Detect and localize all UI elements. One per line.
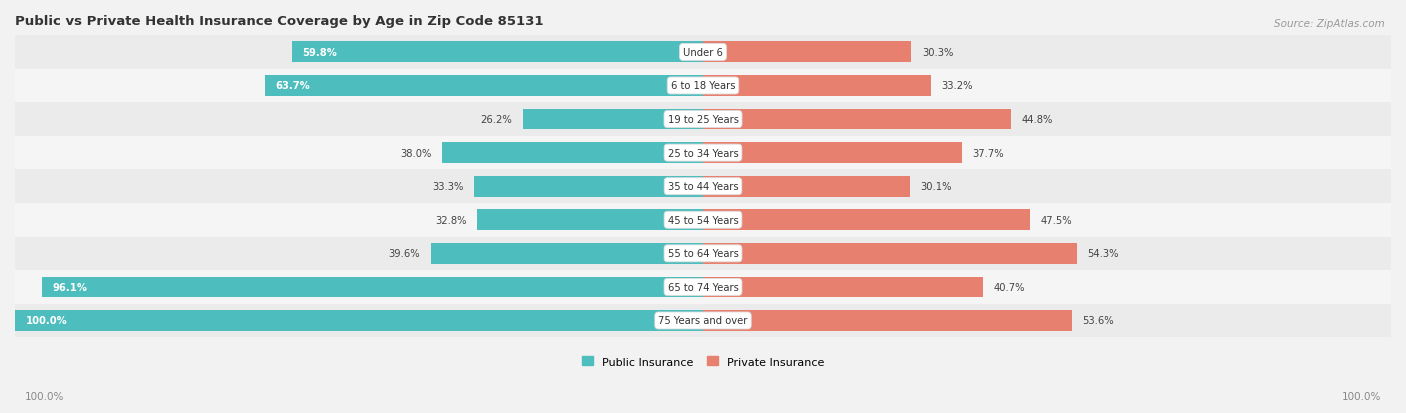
Text: Public vs Private Health Insurance Coverage by Age in Zip Code 85131: Public vs Private Health Insurance Cover… — [15, 15, 544, 28]
FancyBboxPatch shape — [703, 277, 983, 298]
Text: 32.8%: 32.8% — [436, 215, 467, 225]
FancyBboxPatch shape — [15, 310, 703, 331]
Legend: Public Insurance, Private Insurance: Public Insurance, Private Insurance — [578, 352, 828, 371]
Text: 26.2%: 26.2% — [481, 115, 512, 125]
FancyBboxPatch shape — [291, 43, 703, 63]
Text: 25 to 34 Years: 25 to 34 Years — [668, 148, 738, 158]
Text: 100.0%: 100.0% — [25, 316, 67, 326]
FancyBboxPatch shape — [15, 237, 1391, 271]
Text: 19 to 25 Years: 19 to 25 Years — [668, 115, 738, 125]
FancyBboxPatch shape — [15, 304, 1391, 337]
Text: 33.2%: 33.2% — [942, 81, 973, 91]
Text: 100.0%: 100.0% — [25, 391, 65, 401]
FancyBboxPatch shape — [15, 137, 1391, 170]
FancyBboxPatch shape — [523, 109, 703, 130]
Text: 45 to 54 Years: 45 to 54 Years — [668, 215, 738, 225]
Text: 65 to 74 Years: 65 to 74 Years — [668, 282, 738, 292]
Text: 44.8%: 44.8% — [1022, 115, 1053, 125]
Text: 63.7%: 63.7% — [276, 81, 309, 91]
Text: 54.3%: 54.3% — [1087, 249, 1118, 259]
FancyBboxPatch shape — [430, 243, 703, 264]
FancyBboxPatch shape — [15, 204, 1391, 237]
FancyBboxPatch shape — [703, 76, 931, 97]
Text: 37.7%: 37.7% — [973, 148, 1004, 158]
FancyBboxPatch shape — [42, 277, 703, 298]
Text: 40.7%: 40.7% — [993, 282, 1025, 292]
Text: 96.1%: 96.1% — [52, 282, 87, 292]
Text: 39.6%: 39.6% — [388, 249, 420, 259]
FancyBboxPatch shape — [703, 43, 911, 63]
FancyBboxPatch shape — [477, 210, 703, 230]
Text: 100.0%: 100.0% — [1341, 391, 1381, 401]
Text: 59.8%: 59.8% — [302, 48, 337, 58]
FancyBboxPatch shape — [703, 243, 1077, 264]
FancyBboxPatch shape — [474, 176, 703, 197]
Text: 35 to 44 Years: 35 to 44 Years — [668, 182, 738, 192]
FancyBboxPatch shape — [15, 103, 1391, 137]
FancyBboxPatch shape — [703, 310, 1071, 331]
Text: 75 Years and over: 75 Years and over — [658, 316, 748, 326]
Text: 6 to 18 Years: 6 to 18 Years — [671, 81, 735, 91]
Text: 53.6%: 53.6% — [1083, 316, 1114, 326]
FancyBboxPatch shape — [15, 170, 1391, 204]
FancyBboxPatch shape — [703, 210, 1029, 230]
Text: 33.3%: 33.3% — [432, 182, 464, 192]
FancyBboxPatch shape — [703, 109, 1011, 130]
Text: Under 6: Under 6 — [683, 48, 723, 58]
FancyBboxPatch shape — [15, 69, 1391, 103]
FancyBboxPatch shape — [703, 176, 910, 197]
Text: 55 to 64 Years: 55 to 64 Years — [668, 249, 738, 259]
FancyBboxPatch shape — [264, 76, 703, 97]
FancyBboxPatch shape — [15, 36, 1391, 69]
FancyBboxPatch shape — [15, 271, 1391, 304]
FancyBboxPatch shape — [703, 143, 962, 164]
Text: 47.5%: 47.5% — [1040, 215, 1071, 225]
Text: 30.1%: 30.1% — [921, 182, 952, 192]
FancyBboxPatch shape — [441, 143, 703, 164]
Text: 30.3%: 30.3% — [922, 48, 953, 58]
Text: Source: ZipAtlas.com: Source: ZipAtlas.com — [1274, 19, 1385, 28]
Text: 38.0%: 38.0% — [399, 148, 432, 158]
